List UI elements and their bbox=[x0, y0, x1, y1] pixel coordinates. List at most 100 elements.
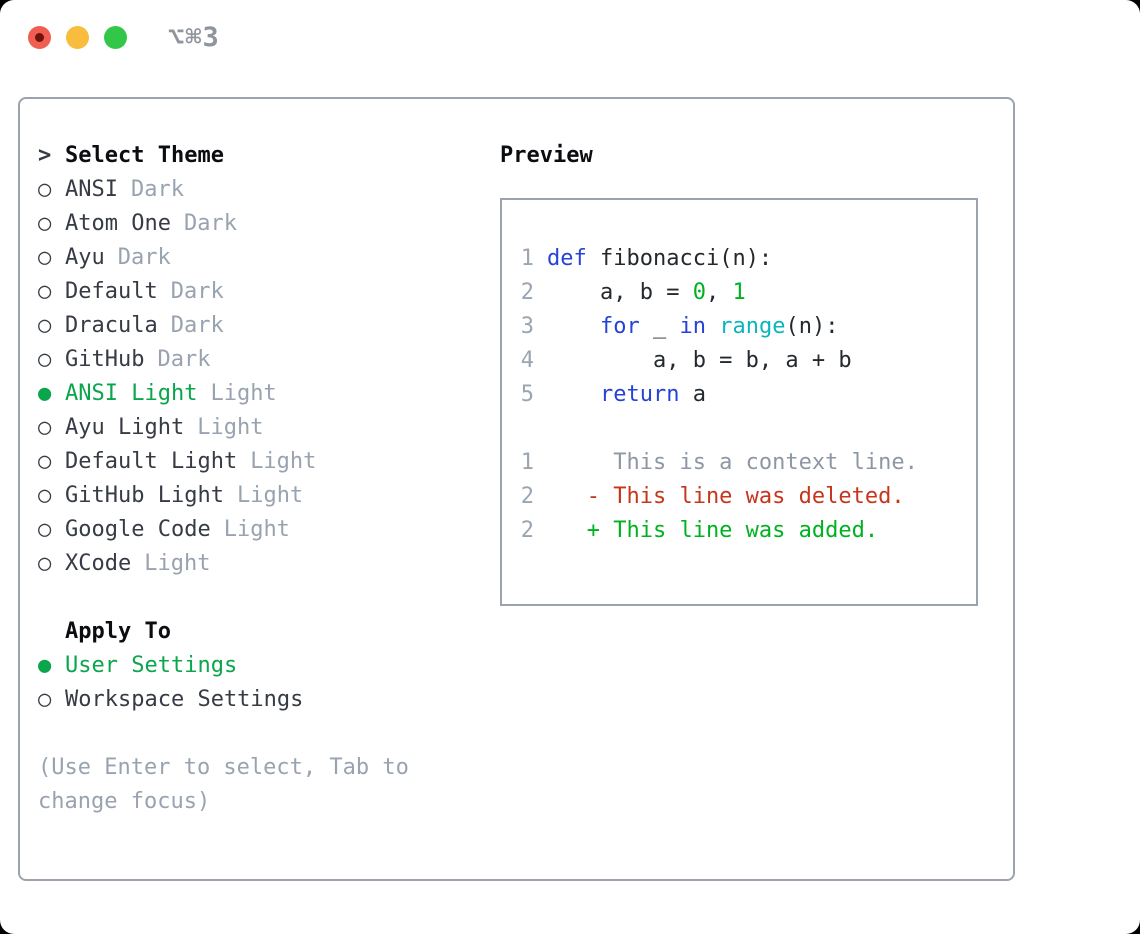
help-text-line-1: (Use Enter to select, Tab to bbox=[38, 755, 409, 780]
theme-option-default-light[interactable]: ○ Default Light Light bbox=[38, 445, 409, 479]
apply-name: User Settings bbox=[65, 653, 238, 678]
apply-options-list: ● User Settings ○ Workspace Settings bbox=[38, 649, 409, 717]
radio-icon: ○ bbox=[38, 517, 52, 542]
theme-option-ansi[interactable]: ○ ANSI Dark bbox=[38, 173, 409, 207]
unsaved-dot-icon bbox=[35, 33, 44, 42]
code-segment: 0 bbox=[692, 280, 706, 305]
code-segment: _ bbox=[639, 314, 680, 339]
radio-icon: ○ bbox=[38, 483, 52, 508]
theme-name: Ayu bbox=[65, 245, 105, 270]
code-segment: a, b = b, a + b bbox=[547, 348, 852, 373]
theme-variant-tag: Light bbox=[197, 415, 264, 440]
gap bbox=[38, 717, 409, 751]
theme-variant-tag: Dark bbox=[117, 245, 171, 270]
theme-variant-tag: Light bbox=[236, 483, 304, 508]
code-line: 3 for _ in range (n): bbox=[520, 310, 976, 344]
zoom-button[interactable] bbox=[104, 26, 127, 49]
radio-selected-icon: ● bbox=[38, 653, 52, 678]
theme-option-google-code[interactable]: ○ Google Code Light bbox=[38, 513, 409, 547]
radio-icon: ○ bbox=[38, 177, 52, 202]
theme-name: GitHub Light bbox=[65, 483, 224, 508]
theme-name: ANSI bbox=[65, 177, 118, 202]
radio-icon: ○ bbox=[38, 245, 52, 270]
window-shortcut-label: ⌥⌘3 bbox=[168, 22, 220, 53]
radio-icon: ○ bbox=[38, 687, 52, 712]
preview-box: 1 def fibonacci(n): 2 a, b = 0, 1 3 for _ i… bbox=[500, 198, 978, 606]
theme-variant-tag: Light bbox=[210, 381, 277, 406]
radio-icon: ○ bbox=[38, 279, 52, 304]
radio-icon: ○ bbox=[38, 551, 52, 576]
code-segment: , bbox=[705, 280, 733, 305]
code-segment: This is a context line. bbox=[547, 450, 918, 475]
theme-name: ANSI Light bbox=[65, 381, 198, 406]
line-number: 1 bbox=[520, 450, 534, 475]
theme-option-ayu[interactable]: ○ Ayu Dark bbox=[38, 241, 409, 275]
diff-line: 1 This is a context line. bbox=[520, 446, 976, 480]
theme-list: ○ ANSI Dark ○ Atom One Dark ○ Ayu Dark ○ Default Da… bbox=[38, 173, 409, 581]
preview-header: Preview bbox=[500, 143, 593, 168]
close-button[interactable] bbox=[28, 26, 51, 49]
code-line: 4 a, b = b, a + b bbox=[520, 344, 976, 378]
theme-variant-tag: Dark bbox=[170, 279, 224, 304]
line-number: 2 bbox=[520, 280, 534, 305]
line-number: 2 bbox=[520, 484, 534, 509]
line-number: 3 bbox=[520, 314, 534, 339]
code-segment: def bbox=[547, 246, 587, 271]
select-theme-header: > Select Theme bbox=[38, 139, 409, 173]
theme-option-ansi-light[interactable]: ● ANSI Light Light bbox=[38, 377, 409, 411]
focus-cursor-icon: > bbox=[38, 143, 52, 168]
preview-code: 1 def fibonacci(n): 2 a, b = 0, 1 3 for _ i… bbox=[520, 242, 976, 412]
code-line: 5 return a bbox=[520, 378, 976, 412]
code-segment: for bbox=[599, 314, 640, 339]
code-segment: - This line was deleted. bbox=[547, 484, 905, 509]
theme-option-ayu-light[interactable]: ○ Ayu Light Light bbox=[38, 411, 409, 445]
theme-option-github[interactable]: ○ GitHub Dark bbox=[38, 343, 409, 377]
theme-dialog-panel: > Select Theme ○ ANSI Dark ○ Atom One Dark ○ Ayu… bbox=[18, 97, 1015, 881]
apply-option-user-settings[interactable]: ● User Settings bbox=[38, 649, 409, 683]
theme-option-atom-one[interactable]: ○ Atom One Dark bbox=[38, 207, 409, 241]
minimize-button[interactable] bbox=[66, 26, 89, 49]
diff-line: 2 + This line was added. bbox=[520, 514, 976, 548]
radio-icon: ○ bbox=[38, 449, 52, 474]
code-line: 1 def fibonacci(n): bbox=[520, 242, 976, 276]
apply-to-header-label: Apply To bbox=[65, 619, 171, 644]
code-segment: range bbox=[719, 314, 786, 339]
code-segment: (n): bbox=[785, 314, 839, 339]
code-segment: a, b = bbox=[547, 280, 693, 305]
theme-name: XCode bbox=[65, 551, 132, 576]
gap bbox=[520, 412, 976, 446]
code-segment bbox=[547, 378, 600, 412]
radio-icon: ○ bbox=[38, 211, 52, 236]
theme-option-xcode[interactable]: ○ XCode Light bbox=[38, 547, 409, 581]
theme-variant-tag: Dark bbox=[130, 177, 184, 202]
theme-variant-tag: Dark bbox=[170, 313, 224, 338]
preview-column: Preview 1 def fibonacci(n): 2 a, b = 0, 1 3… bbox=[500, 139, 978, 606]
code-segment: 1 bbox=[732, 280, 746, 305]
theme-variant-tag: Light bbox=[144, 551, 211, 576]
radio-icon: ○ bbox=[38, 313, 52, 338]
theme-name: Atom One bbox=[65, 211, 171, 236]
theme-name: Default Light bbox=[65, 449, 238, 474]
theme-variant-tag: Light bbox=[223, 517, 290, 542]
apply-to-header: Apply To bbox=[65, 615, 409, 649]
theme-name: Ayu Light bbox=[65, 415, 185, 440]
theme-name: GitHub bbox=[65, 347, 145, 372]
theme-option-dracula[interactable]: ○ Dracula Dark bbox=[38, 309, 409, 343]
code-segment bbox=[547, 310, 600, 344]
code-segment: in bbox=[679, 314, 706, 339]
theme-variant-tag: Light bbox=[250, 449, 317, 474]
gap bbox=[38, 581, 409, 615]
theme-name: Google Code bbox=[65, 517, 211, 542]
preview-diff: 1 This is a context line. 2 - This line w… bbox=[520, 446, 976, 548]
theme-option-github-light[interactable]: ○ GitHub Light Light bbox=[38, 479, 409, 513]
line-number: 2 bbox=[520, 518, 534, 543]
theme-name: Default bbox=[65, 279, 158, 304]
radio-icon: ○ bbox=[38, 415, 52, 440]
code-segment: return bbox=[599, 382, 680, 407]
apply-option-workspace-settings[interactable]: ○ Workspace Settings bbox=[38, 683, 409, 717]
code-segment bbox=[706, 310, 719, 344]
theme-selector-column: > Select Theme ○ ANSI Dark ○ Atom One Dark ○ Ayu… bbox=[38, 139, 409, 819]
radio-icon: ○ bbox=[38, 347, 52, 372]
theme-option-default[interactable]: ○ Default Dark bbox=[38, 275, 409, 309]
